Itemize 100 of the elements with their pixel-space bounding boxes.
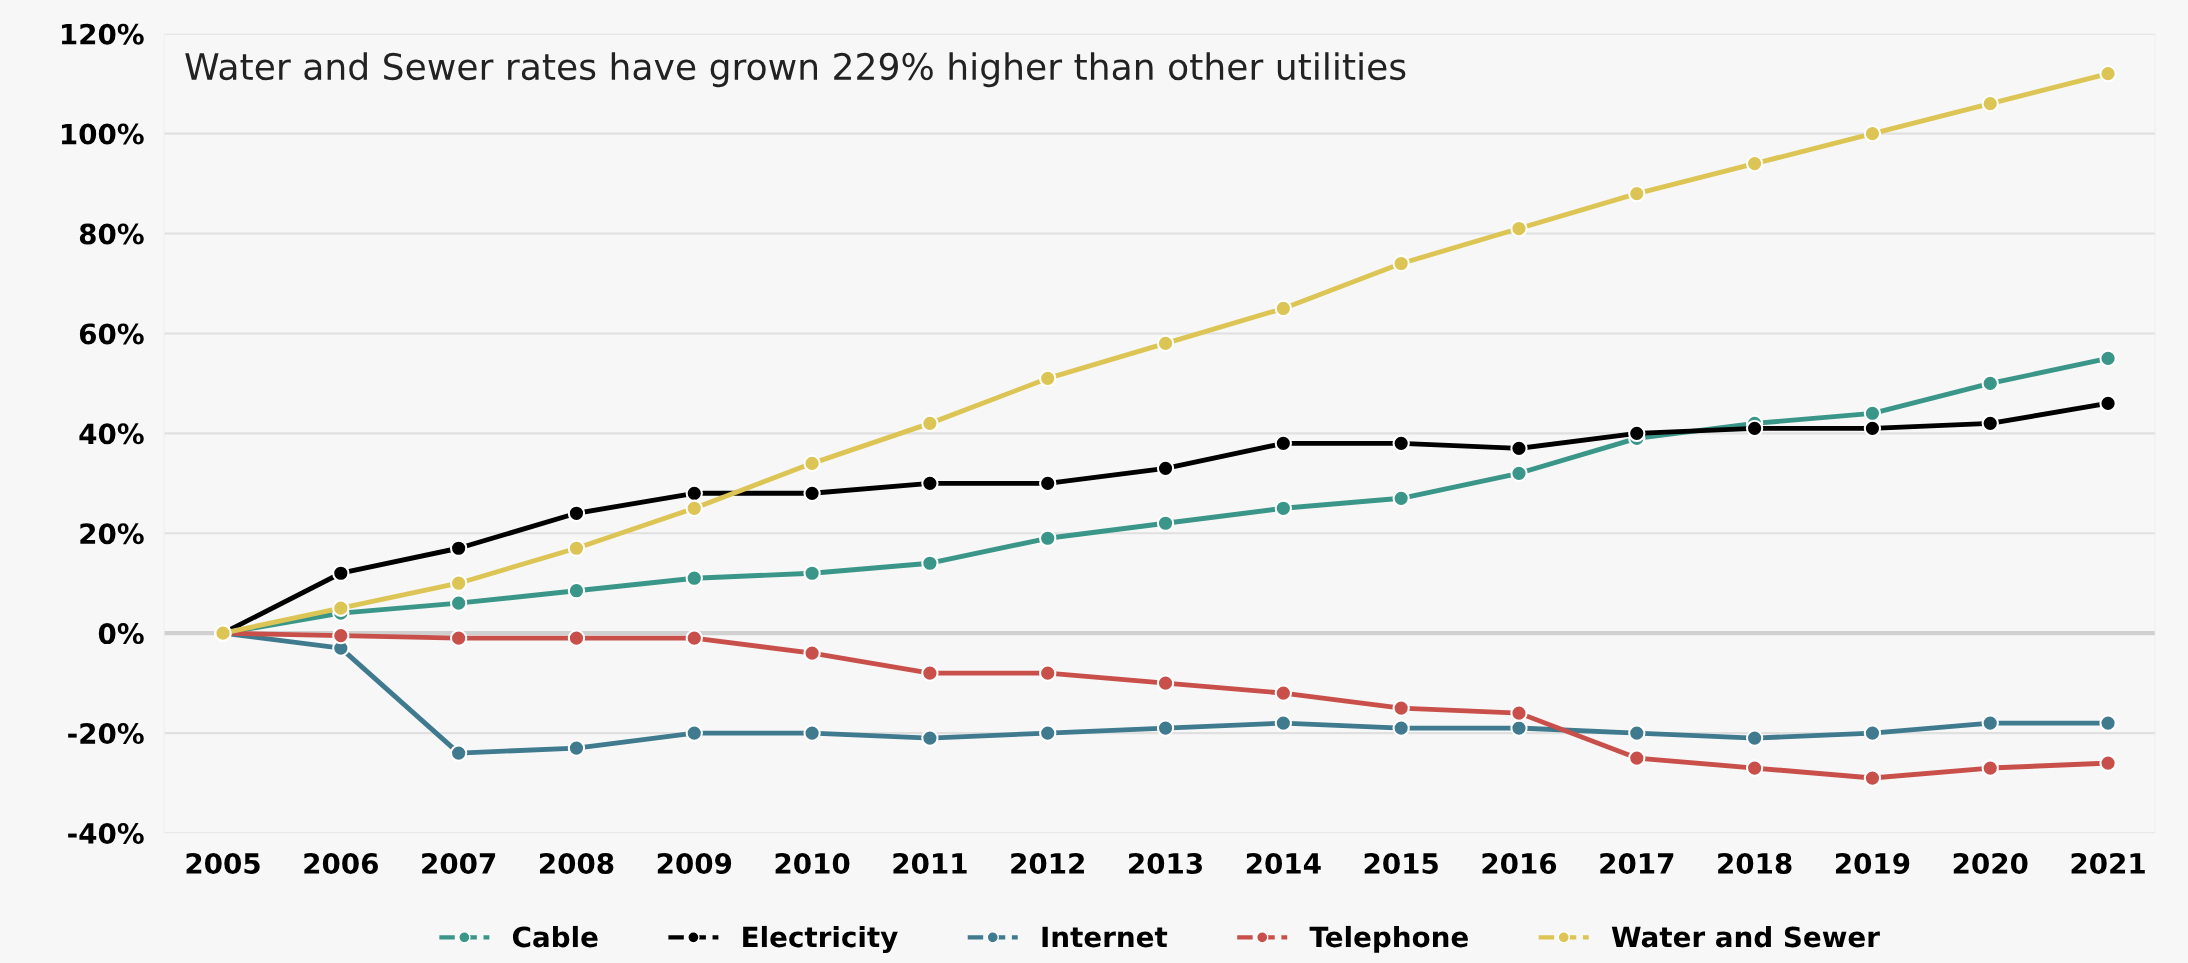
point bbox=[567, 629, 586, 647]
legend-label: Electricity bbox=[743, 925, 898, 954]
point bbox=[1274, 434, 1293, 453]
point bbox=[1863, 419, 1882, 438]
point bbox=[2099, 64, 2117, 83]
point bbox=[921, 474, 939, 492]
legend-label: Cable bbox=[512, 925, 598, 948]
y-tick-label: 40% bbox=[79, 423, 144, 445]
point bbox=[2099, 754, 2117, 772]
point bbox=[1863, 124, 1882, 143]
point bbox=[1274, 684, 1293, 702]
legend-label: Internet bbox=[1042, 926, 1168, 948]
point bbox=[1510, 719, 1528, 737]
point bbox=[685, 724, 703, 742]
point bbox=[1392, 699, 1410, 717]
chart-title: Water and Sewer rates have grown 229% higher than other utilities bbox=[185, 52, 1406, 88]
point bbox=[1156, 674, 1175, 692]
point bbox=[1039, 529, 1057, 547]
point bbox=[803, 564, 821, 582]
point bbox=[1981, 714, 1999, 732]
point bbox=[1392, 254, 1410, 273]
point bbox=[1510, 219, 1528, 238]
point bbox=[921, 554, 939, 572]
point bbox=[803, 644, 821, 662]
point bbox=[1745, 419, 1764, 438]
point bbox=[567, 739, 586, 757]
x-tick-label: 2021 bbox=[2071, 852, 2145, 874]
x-tick-label: 2019 bbox=[1835, 852, 1910, 874]
y-tick-label: 0% bbox=[98, 623, 144, 645]
x-tick-label: 2020 bbox=[1953, 852, 2028, 874]
point bbox=[1274, 299, 1293, 318]
x-tick-label: 2018 bbox=[1718, 852, 1792, 874]
point bbox=[449, 629, 468, 647]
y-tick-label: 100% bbox=[61, 123, 144, 145]
point bbox=[685, 629, 703, 647]
y-tick-label: -40% bbox=[68, 822, 144, 844]
point bbox=[803, 724, 821, 742]
x-tick-label: 2011 bbox=[893, 852, 967, 874]
point bbox=[1745, 729, 1764, 747]
y-tick-label: 60% bbox=[79, 323, 144, 345]
x-tick-label: 2005 bbox=[186, 852, 260, 874]
point bbox=[449, 539, 468, 557]
x-tick-label: 2006 bbox=[304, 852, 378, 874]
x-tick-label: 2016 bbox=[1482, 852, 1557, 874]
point bbox=[332, 626, 350, 645]
point bbox=[567, 582, 586, 600]
point bbox=[1981, 374, 1999, 393]
x-tick-label: 2012 bbox=[1011, 852, 1084, 874]
point bbox=[1628, 184, 1646, 203]
point bbox=[1392, 719, 1410, 737]
point bbox=[1510, 439, 1528, 458]
x-tick-label: 2007 bbox=[422, 852, 496, 874]
point bbox=[1156, 719, 1175, 737]
x-tick-label: 2008 bbox=[540, 852, 614, 874]
x-tick-label: 2015 bbox=[1364, 852, 1438, 874]
x-tick-label: 2009 bbox=[657, 852, 732, 874]
point bbox=[1628, 424, 1646, 443]
point bbox=[921, 729, 939, 747]
point bbox=[921, 664, 939, 682]
point bbox=[1392, 434, 1410, 453]
point bbox=[921, 414, 939, 433]
x-tick-label: 2014 bbox=[1246, 852, 1321, 874]
point bbox=[803, 454, 821, 472]
x-tick-label: 2017 bbox=[1600, 852, 1674, 874]
point bbox=[2099, 714, 2117, 732]
point bbox=[685, 569, 703, 587]
point bbox=[1156, 514, 1175, 532]
point bbox=[567, 539, 586, 557]
point bbox=[803, 484, 821, 502]
legend-label: Water and Sewer bbox=[1611, 925, 1880, 948]
point bbox=[449, 594, 468, 612]
point bbox=[1039, 724, 1057, 742]
point bbox=[1510, 464, 1528, 482]
point bbox=[332, 599, 350, 617]
point bbox=[1863, 769, 1882, 787]
point bbox=[1274, 499, 1293, 517]
x-tick-label: 2010 bbox=[775, 852, 850, 874]
point bbox=[1981, 94, 1999, 113]
point bbox=[1628, 724, 1646, 742]
point bbox=[1981, 414, 1999, 433]
point bbox=[449, 574, 468, 592]
point bbox=[1039, 664, 1057, 682]
legend-label: Telephone bbox=[1309, 925, 1468, 953]
point bbox=[1745, 154, 1764, 173]
y-tick-label: 120% bbox=[61, 23, 144, 45]
x-tick-label: 2013 bbox=[1129, 852, 1202, 874]
point bbox=[1745, 759, 1764, 777]
point bbox=[2099, 349, 2117, 368]
point bbox=[1039, 474, 1057, 492]
y-tick-label: 80% bbox=[79, 223, 144, 245]
point bbox=[1274, 714, 1293, 732]
y-tick-label: -20% bbox=[68, 723, 144, 745]
point bbox=[1156, 459, 1175, 477]
point bbox=[685, 484, 703, 502]
point bbox=[1392, 489, 1410, 507]
point bbox=[1628, 749, 1646, 767]
y-tick-label: 20% bbox=[80, 523, 144, 545]
point bbox=[685, 499, 703, 517]
point bbox=[449, 744, 468, 762]
point bbox=[1863, 404, 1882, 423]
